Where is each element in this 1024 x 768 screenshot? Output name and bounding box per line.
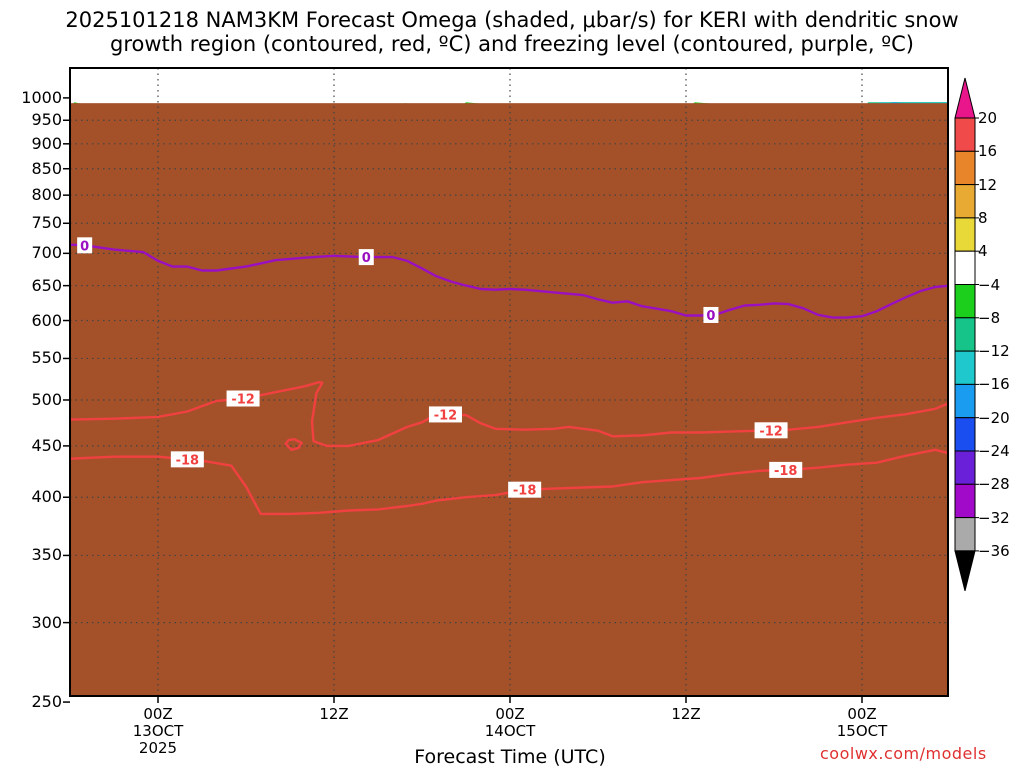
contour-label-3-0: 0 <box>80 239 89 254</box>
contour-label-bg-0-0 <box>170 451 204 468</box>
contour-line-2 <box>284 438 303 451</box>
x-tick-label-2-1: 14OCT <box>484 722 536 740</box>
colorbar-label-1: 16 <box>978 142 998 161</box>
y-tick-label-250: 250 <box>31 692 62 712</box>
contour-label-0-1: -18 <box>513 484 537 499</box>
y-tick-label-950: 950 <box>31 110 62 130</box>
y-tick-label-450: 450 <box>31 435 62 455</box>
colorbar-label-11: −28 <box>978 475 1010 494</box>
colorbar-bottom-arrow <box>954 550 976 592</box>
colorbar-bin-7 <box>954 317 976 352</box>
y-tick-label-350: 350 <box>31 545 62 565</box>
colorbar-bin-2 <box>954 150 976 186</box>
colorbar <box>954 77 979 592</box>
x-tick-label-3-0: 12Z <box>671 705 701 723</box>
colorbar-label-4: 4 <box>978 242 988 261</box>
y-tick-label-700: 700 <box>31 243 62 263</box>
contour-label-bg-3-0 <box>77 237 93 254</box>
y-tick-label-1000: 1000 <box>21 87 62 107</box>
colorbar-label-13: −36 <box>978 541 1010 560</box>
credit-link[interactable]: coolwx.com/models <box>820 744 987 763</box>
colorbar-top-arrow <box>954 77 976 119</box>
colorbar-label-6: −8 <box>978 308 1001 327</box>
x-axis-title: Forecast Time (UTC) <box>414 746 606 768</box>
colorbar-bin-4 <box>954 217 976 252</box>
colorbar-label-10: −24 <box>978 442 1010 460</box>
y-tick-label-500: 500 <box>31 389 62 409</box>
colorbar-bin-1 <box>954 117 976 152</box>
colorbar-label-3: 8 <box>978 208 988 227</box>
colorbar-bin-11 <box>954 450 976 485</box>
plot-frame <box>63 67 949 703</box>
colorbar-label-12: −32 <box>978 508 1010 527</box>
colorbar-bin-3 <box>954 184 976 219</box>
x-tick-label-0-0: 00Z <box>143 705 173 723</box>
x-tick-label-2-0: 00Z <box>495 705 525 723</box>
x-tick-label-1-0: 12Z <box>319 705 349 723</box>
x-tick-label-4-1: 15OCT <box>836 722 888 740</box>
contour-label-3-2: 0 <box>706 309 715 324</box>
contour-line-3 <box>70 243 948 319</box>
y-tick-label-400: 400 <box>31 487 62 507</box>
contour-label-bg-1-2 <box>754 422 788 439</box>
y-tick-label-600: 600 <box>31 310 62 330</box>
contour-label-bg-3-2 <box>703 306 719 323</box>
contour-label-bg-3-1 <box>358 249 374 266</box>
y-tick-label-550: 550 <box>31 348 62 368</box>
plot-area: -18 -18 -18 -12 -12 -12 0 0 0 <box>70 68 948 696</box>
contour-label-bg-0-1 <box>508 481 542 498</box>
colorbar-label-7: −12 <box>978 342 1010 361</box>
x-tick-label-0-1: 13OCT <box>132 722 184 740</box>
plot-border <box>69 67 949 697</box>
colorbar-label-5: −4 <box>978 275 1001 294</box>
chart-title-line1: 2025101218 NAM3KM Forecast Omega (shaded… <box>65 8 959 32</box>
colorbar-bin-9 <box>954 383 976 419</box>
contour-label-bg-0-2 <box>769 461 803 478</box>
contour-label-1-0: -12 <box>231 393 255 408</box>
contour-label-bg-1-1 <box>428 406 462 423</box>
colorbar-bin-5 <box>954 250 976 285</box>
y-tick-label-800: 800 <box>31 185 62 205</box>
chart-title-line2: growth region (contoured, red, ºC) and f… <box>110 32 914 56</box>
colorbar-bin-8 <box>954 350 976 385</box>
x-tick-label-0-2: 2025 <box>138 739 178 757</box>
colorbar-bin-6 <box>954 284 976 319</box>
colorbar-bin-10 <box>954 417 976 452</box>
colorbar-bin-13 <box>954 517 976 552</box>
contour-label-1-2: -12 <box>759 424 783 439</box>
contour-label-1-1: -12 <box>434 408 458 423</box>
y-tick-label-900: 900 <box>31 133 62 153</box>
y-tick-label-650: 650 <box>31 275 62 295</box>
colorbar-label-2: 12 <box>978 175 998 194</box>
y-tick-label-850: 850 <box>31 158 62 178</box>
colorbar-label-9: −20 <box>978 408 1010 427</box>
contour-label-bg-1-0 <box>226 390 260 407</box>
y-tick-label-300: 300 <box>31 612 62 632</box>
contour-label-3-1: 0 <box>362 251 371 266</box>
colorbar-bin-12 <box>954 483 976 519</box>
colorbar-label-0: 20 <box>978 109 998 127</box>
y-tick-label-750: 750 <box>31 213 62 233</box>
x-tick-label-4-0: 00Z <box>847 705 877 723</box>
ground-terrain <box>70 103 948 696</box>
contour-label-0-0: -18 <box>176 453 200 468</box>
contour-label-0-2: -18 <box>774 464 798 479</box>
colorbar-label-8: −16 <box>978 375 1010 394</box>
